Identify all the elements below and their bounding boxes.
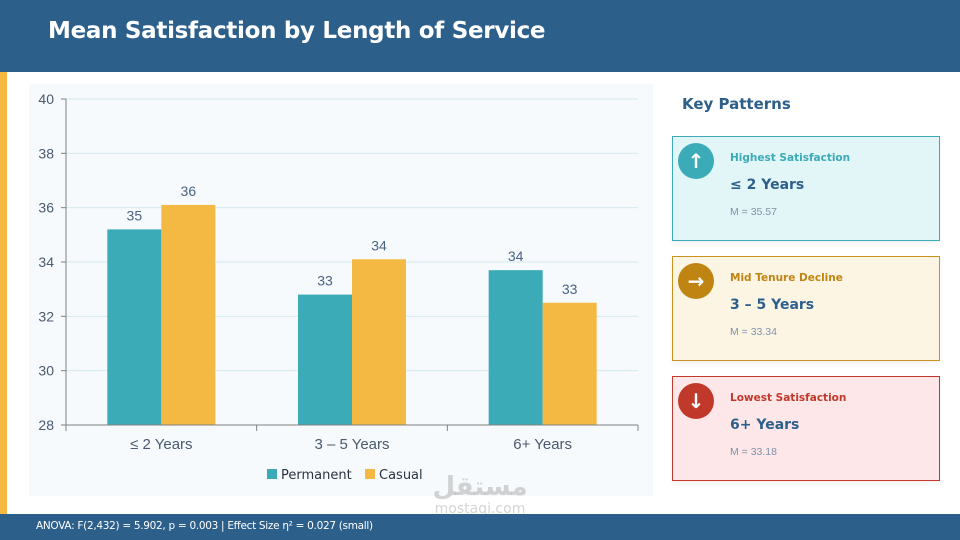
data-label: 35 (127, 207, 143, 223)
legend-swatch-permanent (267, 469, 277, 479)
bar-casual (161, 204, 216, 425)
y-tick-label: 36 (38, 200, 54, 216)
y-tick-label: 38 (38, 145, 54, 161)
arrow-right-icon: → (678, 263, 714, 299)
x-tick-label: 6+ Years (513, 436, 572, 453)
bars (107, 204, 597, 425)
y-tick-label: 28 (38, 417, 54, 433)
legend: Permanent Casual (267, 468, 423, 483)
arrow-down-icon: ↓ (678, 383, 714, 419)
card-mean: M = 33.34 (730, 326, 777, 338)
bar-casual (352, 259, 406, 425)
card-value: 6+ Years (730, 417, 800, 433)
card-mean: M = 35.57 (730, 206, 777, 218)
left-accent-bar (0, 72, 7, 514)
bar-permanent (488, 270, 543, 425)
card-mid-tenure-decline: → Mid Tenure Decline 3 – 5 Years M = 33.… (672, 256, 940, 361)
arrow-up-icon: ↑ (678, 143, 714, 179)
card-lowest-satisfaction: ↓ Lowest Satisfaction 6+ Years M = 33.18 (672, 376, 940, 481)
anova-summary: ANOVA: F(2,432) = 5.902, p = 0.003 | Eff… (36, 520, 373, 532)
bar-permanent (107, 229, 162, 425)
card-value: 3 – 5 Years (730, 297, 815, 313)
card-value: ≤ 2 Years (730, 177, 805, 193)
card-highest-satisfaction: ↑ Highest Satisfaction ≤ 2 Years M = 35.… (672, 136, 940, 241)
bar-casual (542, 302, 597, 425)
page-title: Mean Satisfaction by Length of Service (48, 18, 546, 44)
x-tick-label: ≤ 2 Years (130, 436, 192, 453)
bar-permanent (298, 294, 352, 425)
data-label: 34 (371, 237, 387, 253)
key-patterns-title: Key Patterns (682, 95, 791, 113)
card-mean: M = 33.18 (730, 446, 777, 458)
y-tick-label: 30 (38, 363, 54, 379)
card-label: Lowest Satisfaction (730, 392, 847, 404)
data-label: 33 (562, 281, 578, 297)
footer-bar: ANOVA: F(2,432) = 5.902, p = 0.003 | Eff… (0, 514, 960, 540)
data-labels: 35 36 33 34 34 33 (127, 183, 578, 297)
y-tick-label: 40 (38, 91, 54, 107)
legend-swatch-casual (365, 469, 375, 479)
legend-label: Casual (379, 468, 423, 483)
x-tick-label: 3 – 5 Years (314, 436, 389, 453)
legend-label: Permanent (281, 468, 352, 483)
data-label: 36 (181, 183, 197, 199)
header-bar: Mean Satisfaction by Length of Service (0, 0, 960, 72)
data-label: 33 (317, 273, 333, 289)
card-label: Mid Tenure Decline (730, 272, 843, 284)
y-tick-label: 32 (38, 308, 54, 324)
axes: 28 30 32 34 36 38 40 ≤ 2 Years 3 – 5 Years 6+ Yea… (38, 91, 639, 453)
card-label: Highest Satisfaction (730, 152, 851, 164)
y-tick-label: 34 (38, 254, 54, 270)
data-label: 34 (508, 248, 524, 264)
